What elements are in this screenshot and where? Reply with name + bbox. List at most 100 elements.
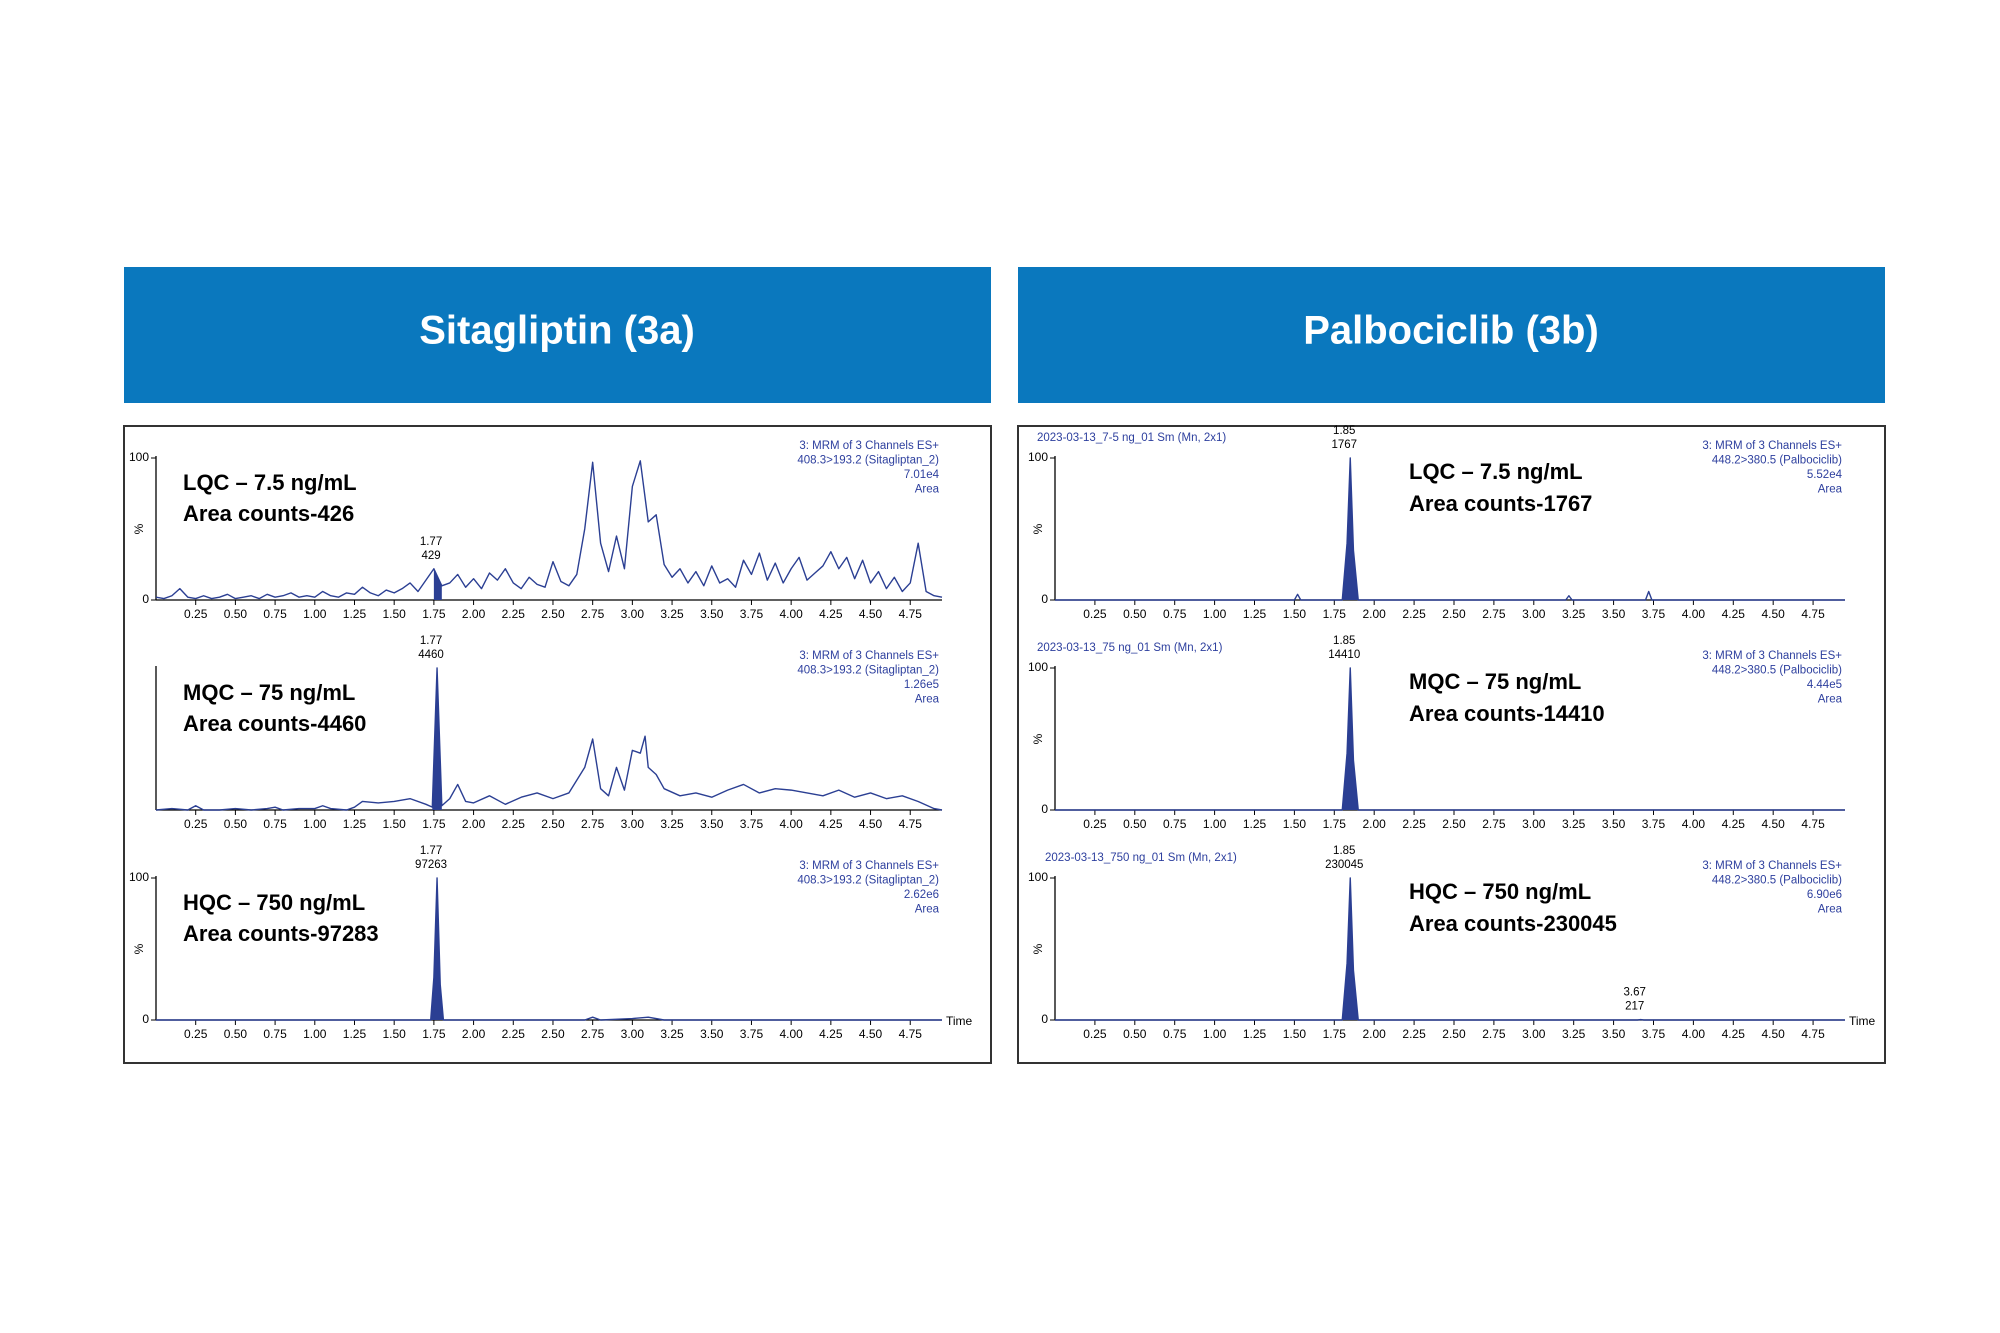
peak-area-label: 230045 — [1325, 859, 1363, 871]
x-tick-label: 3.00 — [621, 607, 645, 621]
x-tick-label: 4.00 — [1682, 817, 1706, 831]
channel-info: Area — [1818, 484, 1843, 496]
channel-info: 2.62e6 — [904, 889, 939, 901]
x-tick-label: 2.50 — [541, 817, 565, 831]
x-tick-label: 2.50 — [541, 1027, 565, 1041]
x-axis-label: Time — [1849, 1014, 1876, 1028]
x-tick-label: 2.25 — [502, 817, 526, 831]
x-tick-label: 3.25 — [1562, 1027, 1586, 1041]
x-tick-label: 2.00 — [1363, 1027, 1387, 1041]
x-tick-label: 4.25 — [819, 1027, 843, 1041]
header-box — [124, 267, 991, 403]
x-tick-label: 0.25 — [184, 1027, 208, 1041]
peak-area-label: 4460 — [418, 649, 444, 661]
y-tick-label: 0 — [1041, 802, 1048, 816]
x-tick-label: 3.00 — [1522, 1027, 1546, 1041]
x-tick-label: 1.50 — [1283, 817, 1307, 831]
x-tick-label: 3.25 — [660, 607, 684, 621]
y-tick-label: 0 — [1041, 1012, 1048, 1026]
panel-frame — [123, 425, 992, 1064]
x-tick-label: 2.50 — [1442, 1027, 1466, 1041]
channel-info: Area — [915, 904, 940, 916]
x-tick-label: 0.75 — [1163, 1027, 1187, 1041]
annotation: Area counts-14410 — [1409, 701, 1605, 726]
x-tick-label: 2.75 — [581, 607, 605, 621]
x-tick-label: 4.75 — [1801, 607, 1825, 621]
header-title: Sitagliptin (3a) — [419, 309, 695, 353]
header-title: Palbociclib (3b) — [1303, 309, 1599, 353]
x-tick-label: 4.75 — [899, 607, 923, 621]
x-tick-label: 4.25 — [819, 817, 843, 831]
peak-area — [433, 568, 442, 600]
y-tick-label: 100 — [129, 450, 149, 464]
x-tick-label: 3.75 — [740, 817, 764, 831]
sample-name: 2023-03-13_750 ng_01 Sm (Mn, 2x1) — [1045, 852, 1237, 864]
x-tick-label: 4.50 — [1762, 1027, 1786, 1041]
peak-time: 1.85 — [1333, 845, 1355, 857]
x-tick-label: 0.75 — [263, 817, 287, 831]
x-tick-label: 2.25 — [1402, 607, 1426, 621]
x-tick-label: 1.75 — [1323, 607, 1347, 621]
x-tick-label: 1.00 — [303, 1027, 327, 1041]
peak-area-label: 14410 — [1328, 649, 1360, 661]
x-tick-label: 1.00 — [1203, 607, 1227, 621]
x-tick-label: 1.00 — [303, 817, 327, 831]
y-tick-label: 0 — [142, 592, 149, 606]
channel-info: Area — [1818, 694, 1843, 706]
channel-info: 3: MRM of 3 Channels ES+ — [1702, 440, 1842, 452]
x-tick-label: 2.25 — [502, 1027, 526, 1041]
y-axis-label: % — [132, 523, 146, 534]
x-tick-label: 1.25 — [343, 817, 367, 831]
x-tick-label: 4.50 — [1762, 817, 1786, 831]
x-tick-label: 4.00 — [1682, 1027, 1706, 1041]
annotation: Area counts-97283 — [183, 921, 379, 946]
trace — [1055, 667, 1845, 811]
y-tick-label: 0 — [1041, 592, 1048, 606]
x-tick-label: 2.25 — [1402, 817, 1426, 831]
x-tick-label: 2.00 — [1363, 817, 1387, 831]
channel-info: 408.3>193.2 (Sitagliptan_2) — [797, 455, 939, 467]
annotation: LQC – 7.5 ng/mL — [183, 470, 357, 495]
channel-info: 3: MRM of 3 Channels ES+ — [799, 860, 939, 872]
x-tick-label: 1.00 — [303, 607, 327, 621]
channel-info: Area — [915, 484, 940, 496]
x-tick-label: 4.50 — [859, 817, 883, 831]
x-tick-label: 1.50 — [1283, 607, 1307, 621]
x-tick-label: 1.00 — [1203, 817, 1227, 831]
x-tick-label: 2.50 — [541, 607, 565, 621]
annotation: Area counts-230045 — [1409, 911, 1617, 936]
x-tick-label: 0.75 — [263, 1027, 287, 1041]
x-tick-label: 3.25 — [660, 1027, 684, 1041]
x-tick-label: 2.00 — [462, 1027, 486, 1041]
x-tick-label: 1.75 — [422, 1027, 446, 1041]
x-tick-label: 4.00 — [779, 607, 803, 621]
x-tick-label: 1.50 — [383, 817, 407, 831]
x-tick-label: 2.00 — [462, 607, 486, 621]
x-tick-label: 1.25 — [1243, 1027, 1267, 1041]
x-tick-label: 2.75 — [581, 817, 605, 831]
x-tick-label: 3.50 — [700, 1027, 724, 1041]
trace — [1055, 877, 1845, 1021]
x-tick-label: 1.50 — [383, 1027, 407, 1041]
x-tick-label: 0.50 — [224, 1027, 248, 1041]
x-tick-label: 3.50 — [700, 817, 724, 831]
x-tick-label: 2.75 — [581, 1027, 605, 1041]
x-tick-label: 1.50 — [383, 607, 407, 621]
x-tick-label: 3.75 — [740, 1027, 764, 1041]
x-tick-label: 2.25 — [502, 607, 526, 621]
annotation: Area counts-1767 — [1409, 491, 1592, 516]
x-tick-label: 3.25 — [660, 817, 684, 831]
x-tick-label: 4.75 — [1801, 817, 1825, 831]
x-tick-label: 3.50 — [1602, 607, 1626, 621]
channel-info: 408.3>193.2 (Sitagliptan_2) — [797, 665, 939, 677]
x-tick-label: 1.25 — [343, 607, 367, 621]
x-tick-label: 2.50 — [1442, 817, 1466, 831]
channel-info: Area — [1818, 904, 1843, 916]
channel-info: Area — [915, 694, 940, 706]
x-tick-label: 3.50 — [700, 607, 724, 621]
x-tick-label: 1.75 — [1323, 1027, 1347, 1041]
channel-info: 448.2>380.5 (Palbociclib) — [1712, 875, 1842, 887]
trace — [155, 667, 943, 811]
